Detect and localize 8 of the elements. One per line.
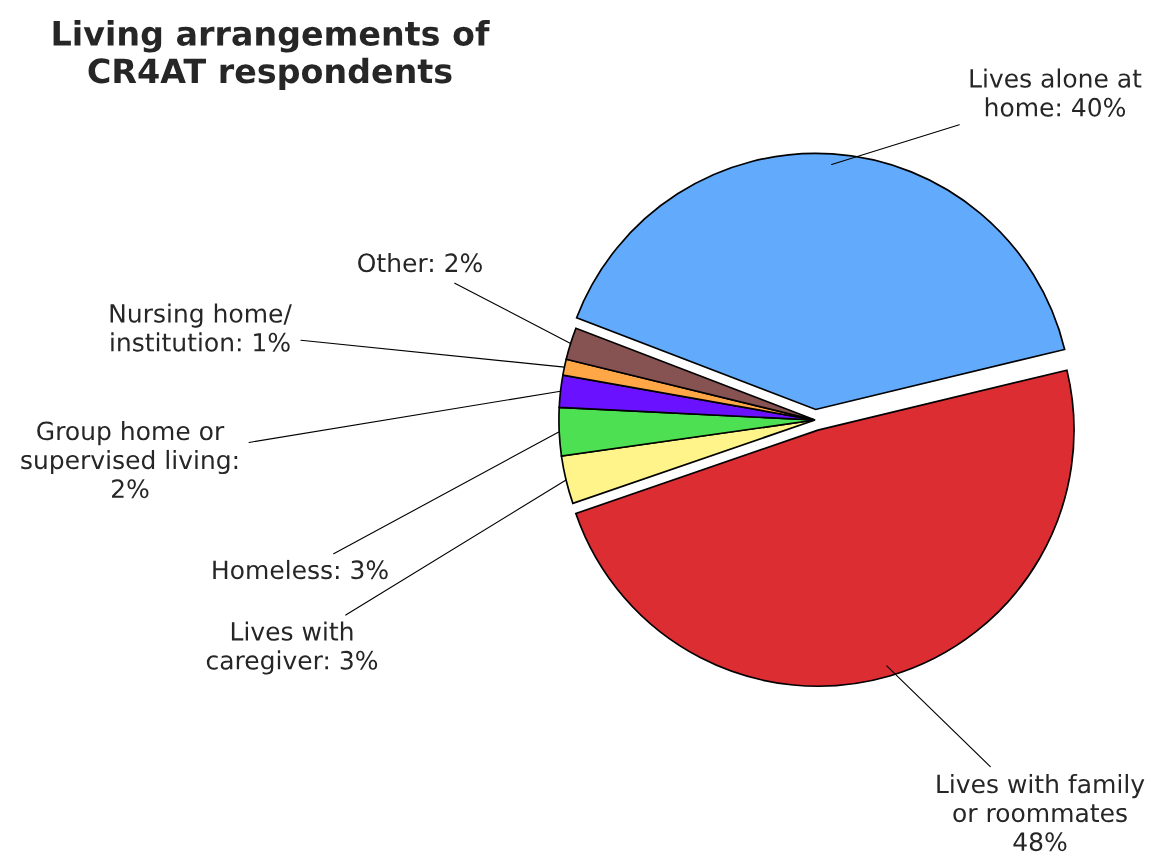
slice-label: Homeless: 3% — [213, 559, 388, 580]
slice-label: Lives with family or roommates 48% — [937, 773, 1145, 852]
slice-label: Lives with caregiver: 3% — [206, 621, 378, 675]
chart-title: Living arrangements of CR4AT respondents — [53, 20, 490, 90]
slice-label: Group home or supervised living: 2% — [21, 420, 238, 499]
slice-label: Nursing home/ institution: 1% — [110, 303, 292, 352]
slice-label: Lives alone at home: 40% — [970, 68, 1142, 117]
slice-label: Other: 2% — [358, 252, 482, 273]
